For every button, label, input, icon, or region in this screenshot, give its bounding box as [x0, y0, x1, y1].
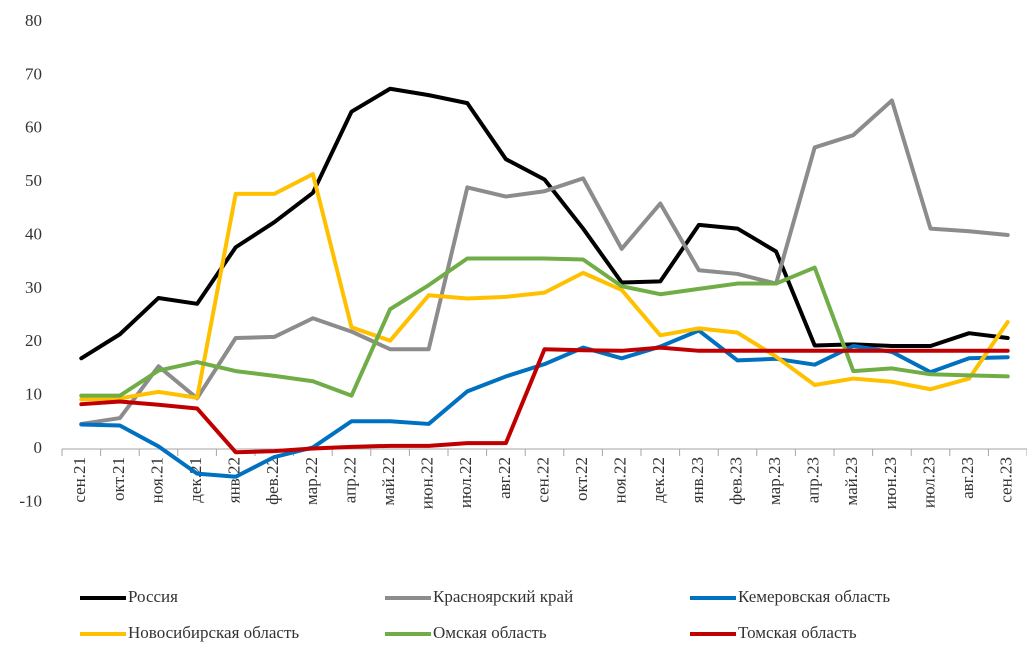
x-tick-label: авг.23 — [958, 457, 977, 499]
y-tick-label: 80 — [25, 11, 42, 30]
series-line — [79, 172, 1010, 402]
x-tick-label: окт.22 — [572, 457, 591, 501]
y-tick-label: 60 — [25, 118, 42, 137]
series-line — [79, 256, 1010, 398]
x-tick-label: дек.22 — [649, 457, 668, 503]
series-line — [79, 86, 1010, 361]
x-tick-label: янв.22 — [225, 457, 244, 503]
x-tick-label: сен.21 — [70, 457, 89, 503]
x-tick-label: май.22 — [379, 457, 398, 506]
x-tick-label: апр.22 — [340, 457, 359, 503]
y-tick-label: 30 — [25, 278, 42, 297]
legend-label: Кемеровская область — [738, 587, 890, 606]
x-tick-label: сен.23 — [997, 457, 1016, 503]
x-tick-label: мар.23 — [765, 457, 784, 505]
x-tick-label: окт.21 — [109, 457, 128, 501]
x-tick-label: апр.23 — [804, 457, 823, 503]
x-tick-label: июл.22 — [456, 457, 475, 508]
y-tick-label: 20 — [25, 331, 42, 350]
x-tick-label: ноя.22 — [611, 457, 630, 503]
x-tick-label: сен.22 — [533, 457, 552, 503]
legend-label: Омская область — [433, 623, 547, 642]
y-tick-label: 50 — [25, 171, 42, 190]
series-line — [79, 328, 1010, 479]
y-tick-label: 0 — [34, 438, 43, 457]
series-line — [79, 98, 1010, 426]
x-tick-label: ноя.21 — [147, 457, 166, 503]
x-tick-label: июн.23 — [881, 457, 900, 509]
x-tick-label: дек.21 — [186, 457, 205, 503]
y-tick-label: 40 — [25, 224, 42, 243]
x-tick-label: фев.22 — [263, 457, 282, 505]
legend-label: Томская область — [738, 623, 857, 642]
legend-label: Россия — [128, 587, 178, 606]
x-tick-label: мар.22 — [302, 457, 321, 505]
x-tick-label: июн.22 — [418, 457, 437, 509]
x-tick-label: фев.23 — [726, 457, 745, 505]
legend-label: Красноярский край — [433, 587, 573, 606]
y-tick-label: 10 — [25, 385, 42, 404]
x-tick-label: май.23 — [842, 457, 861, 506]
legend-label: Новосибирская область — [128, 623, 299, 642]
x-tick-label: июл.23 — [919, 457, 938, 508]
y-tick-label: 70 — [25, 64, 42, 83]
series-line — [79, 345, 1010, 455]
x-tick-label: янв.23 — [688, 457, 707, 503]
x-tick-label: авг.22 — [495, 457, 514, 499]
y-tick-label: -10 — [19, 491, 42, 510]
